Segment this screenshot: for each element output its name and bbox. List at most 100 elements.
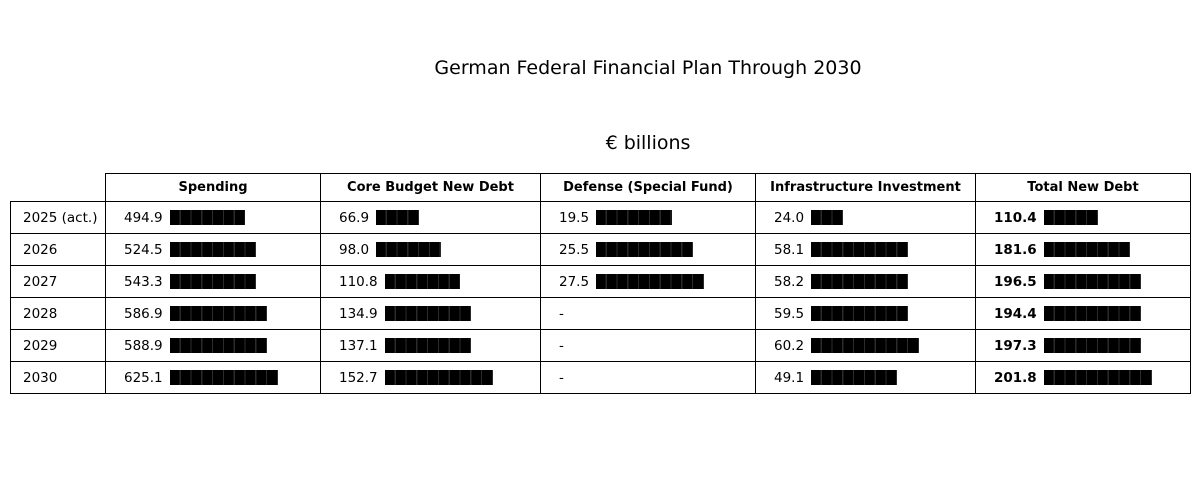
value-cell: 586.9	[105, 297, 321, 330]
inline-value-bar	[169, 370, 278, 385]
inline-value-bar	[811, 370, 898, 385]
cell-value: 49.1	[774, 369, 805, 386]
year-label: 2026	[10, 233, 106, 266]
cell-value: 152.7	[339, 369, 378, 386]
cell-value: 58.2	[774, 273, 805, 290]
year-label: 2029	[10, 329, 106, 362]
empty-value-dash: -	[559, 369, 564, 386]
inline-value-bar	[811, 210, 844, 225]
cell-value: 137.1	[339, 337, 378, 354]
value-cell: 494.9	[105, 201, 321, 234]
cell-value: 27.5	[559, 273, 590, 290]
inline-value-bar	[811, 338, 920, 353]
cell-value: 98.0	[339, 241, 370, 258]
inline-value-bar	[169, 338, 267, 353]
inline-value-bar	[1043, 242, 1131, 257]
column-header-0: Spending	[105, 173, 321, 202]
inline-value-bar	[169, 242, 257, 257]
inline-value-bar	[1043, 210, 1098, 225]
cell-value: 66.9	[339, 209, 370, 226]
cell-value: 524.5	[124, 241, 163, 258]
cell-value: 58.1	[774, 241, 805, 258]
value-cell: 66.9	[320, 201, 541, 234]
table-row: 2028 586.9 134.9 - 59.5 194.4	[10, 297, 1191, 330]
year-label: 2030	[10, 361, 106, 394]
inline-value-bar	[384, 338, 472, 353]
cell-value: 543.3	[124, 273, 163, 290]
cell-value: 110.4	[994, 209, 1037, 226]
inline-value-bar	[1043, 338, 1141, 353]
inline-value-bar	[169, 306, 267, 321]
cell-value: 60.2	[774, 337, 805, 354]
inline-value-bar	[811, 274, 909, 289]
value-cell: 25.5	[540, 233, 756, 266]
value-cell: 59.5	[755, 297, 976, 330]
value-cell: 201.8	[975, 361, 1191, 394]
year-label: 2025 (act.)	[10, 201, 106, 234]
cell-value: 196.5	[994, 273, 1037, 290]
value-cell: 625.1	[105, 361, 321, 394]
value-cell: 152.7	[320, 361, 541, 394]
cell-value: 19.5	[559, 209, 590, 226]
inline-value-bar	[169, 210, 246, 225]
inline-value-bar	[811, 306, 909, 321]
column-header-4: Total New Debt	[975, 173, 1191, 202]
value-cell: 196.5	[975, 265, 1191, 298]
value-cell: -	[540, 297, 756, 330]
value-cell: 110.4	[975, 201, 1191, 234]
cell-value: 197.3	[994, 337, 1037, 354]
value-cell: 197.3	[975, 329, 1191, 362]
chart-subtitle: € billions	[605, 132, 691, 154]
chart-title-block: German Federal Financial Plan Through 20…	[96, 6, 1200, 206]
inline-value-bar	[596, 242, 694, 257]
financial-plan-table: Spending Core Budget New Debt Defense (Spe…	[10, 173, 1191, 394]
table-header-row: Spending Core Budget New Debt Defense (Spe…	[11, 173, 1191, 202]
inline-value-bar	[376, 242, 441, 257]
year-label: 2028	[10, 297, 106, 330]
table-row: 2027 543.3 110.8 27.5 58.2 196.5	[10, 265, 1191, 298]
cell-value: 588.9	[124, 337, 163, 354]
value-cell: 194.4	[975, 297, 1191, 330]
table-row: 2029 588.9 137.1 - 60.2 197.3	[10, 329, 1191, 362]
value-cell: 60.2	[755, 329, 976, 362]
value-cell: 49.1	[755, 361, 976, 394]
cell-value: 25.5	[559, 241, 590, 258]
cell-value: 201.8	[994, 369, 1037, 386]
cell-value: 59.5	[774, 305, 805, 322]
column-header-2: Defense (Special Fund)	[540, 173, 756, 202]
empty-value-dash: -	[559, 305, 564, 322]
value-cell: 588.9	[105, 329, 321, 362]
table-row: 2026 524.5 98.0 25.5 58.1 181.6	[10, 233, 1191, 266]
cell-value: 110.8	[339, 273, 378, 290]
cell-value: 625.1	[124, 369, 163, 386]
value-cell: 543.3	[105, 265, 321, 298]
cell-value: 24.0	[774, 209, 805, 226]
table-row: 2030 625.1 152.7 - 49.1 201.8	[10, 361, 1191, 394]
value-cell: 110.8	[320, 265, 541, 298]
value-cell: -	[540, 329, 756, 362]
value-cell: 524.5	[105, 233, 321, 266]
year-label: 2027	[10, 265, 106, 298]
table-corner-cell	[11, 174, 106, 202]
table-row: 2025 (act.) 494.9 66.9 19.5 24.0 110.4	[10, 201, 1191, 234]
inline-value-bar	[384, 306, 472, 321]
value-cell: -	[540, 361, 756, 394]
cell-value: 586.9	[124, 305, 163, 322]
value-cell: 134.9	[320, 297, 541, 330]
value-cell: 24.0	[755, 201, 976, 234]
value-cell: 19.5	[540, 201, 756, 234]
table-head: Spending Core Budget New Debt Defense (Spe…	[11, 173, 1191, 202]
inline-value-bar	[1043, 370, 1152, 385]
cell-value: 134.9	[339, 305, 378, 322]
value-cell: 27.5	[540, 265, 756, 298]
value-cell: 58.2	[755, 265, 976, 298]
column-header-3: Infrastructure Investment	[755, 173, 976, 202]
column-header-1: Core Budget New Debt	[320, 173, 541, 202]
value-cell: 137.1	[320, 329, 541, 362]
inline-value-bar	[596, 210, 672, 225]
inline-value-bar	[169, 274, 257, 289]
inline-value-bar	[376, 210, 420, 225]
inline-value-bar	[384, 370, 493, 385]
chart-title: German Federal Financial Plan Through 20…	[434, 57, 862, 79]
